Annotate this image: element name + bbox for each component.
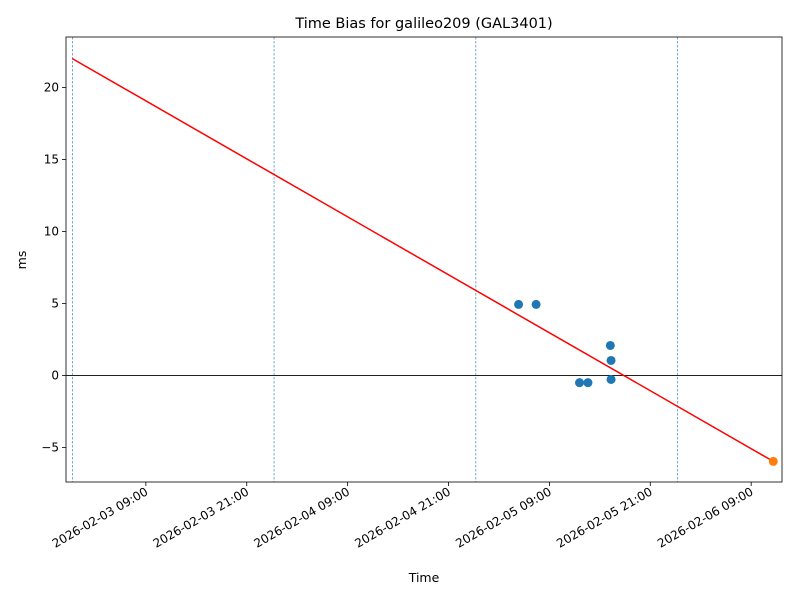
- data-point: [514, 299, 524, 309]
- y-tick-label: 5: [51, 296, 59, 310]
- data-point: [606, 374, 616, 384]
- data-point: [531, 299, 541, 309]
- y-tick-label: 10: [44, 224, 59, 238]
- plot-frame: [65, 36, 783, 483]
- y-tick-label: 15: [44, 152, 59, 166]
- data-point: [768, 456, 778, 466]
- y-tick-label: 0: [51, 368, 59, 382]
- x-axis-label: Time: [408, 570, 440, 585]
- data-point: [583, 378, 593, 388]
- fit-line: [71, 57, 774, 463]
- chart-title: Time Bias for galileo209 (GAL3401): [294, 16, 552, 32]
- data-point: [605, 340, 615, 350]
- y-axis-label: ms: [14, 251, 29, 270]
- y-tick-label: 20: [44, 80, 59, 94]
- y-tick-label: −5: [41, 440, 59, 454]
- data-point: [606, 355, 616, 365]
- data-point: [575, 378, 585, 388]
